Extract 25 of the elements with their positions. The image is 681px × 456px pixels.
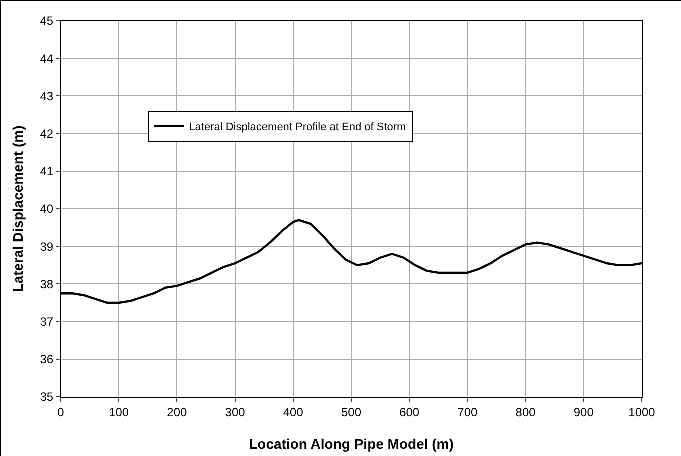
- x-axis-title: Location Along Pipe Model (m): [249, 436, 454, 452]
- y-tick-label: 40: [40, 202, 54, 216]
- y-tick-label: 42: [40, 127, 54, 141]
- y-tick-label: 36: [40, 352, 54, 367]
- y-tick-label: 38: [40, 277, 54, 292]
- x-tick-label: 200: [167, 405, 188, 420]
- y-tick-label: 39: [40, 240, 54, 254]
- y-tick-label: 35: [40, 390, 54, 404]
- x-tick-label: 500: [341, 405, 362, 420]
- x-tick-label: 0: [58, 405, 65, 420]
- y-tick-label: 37: [40, 315, 54, 329]
- y-axis-title: Lateral Displacement (m): [10, 126, 26, 292]
- x-tick-label: 900: [574, 405, 594, 420]
- y-tick-label: 43: [40, 89, 54, 104]
- x-tick-label: 700: [458, 405, 478, 420]
- x-tick-label: 300: [225, 405, 246, 420]
- x-tick-label: 1000: [628, 405, 656, 420]
- y-tick-label: 45: [40, 14, 54, 28]
- x-tick-label: 400: [283, 405, 304, 420]
- x-tick-label: 600: [400, 405, 420, 420]
- y-tick-label: 44: [40, 52, 54, 66]
- x-tick-label: 100: [109, 405, 130, 420]
- x-tick-label: 800: [516, 405, 536, 420]
- y-tick-label: 41: [40, 164, 54, 179]
- legend-label: Lateral Displacement Profile at End of Storm: [189, 122, 406, 134]
